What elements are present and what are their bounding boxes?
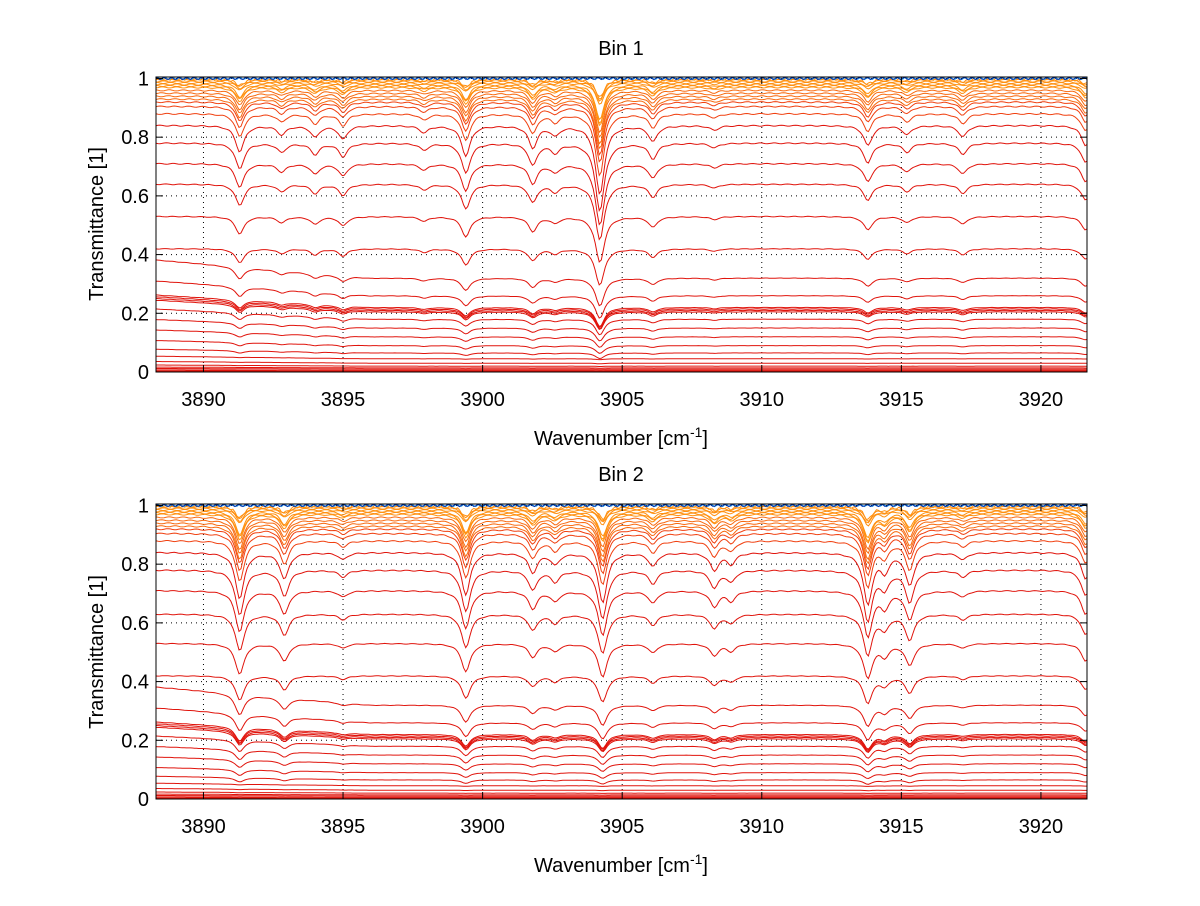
x-tick-label: 3905 <box>600 389 645 411</box>
x-axis-label: Wavenumber [cm-1] <box>534 851 708 877</box>
spectrum-line-24 <box>156 552 1087 605</box>
spectrum-line-19 <box>156 676 1087 704</box>
x-tick-label: 3920 <box>1019 816 1064 838</box>
x-tick-label: 3895 <box>321 816 366 838</box>
spectrum-line-14 <box>156 726 1087 752</box>
spectrum-line-30 <box>156 520 1087 553</box>
spectrum-line-3 <box>156 796 1087 797</box>
y-tick-label: 0 <box>138 789 149 811</box>
y-tick-label: 0.2 <box>121 730 149 752</box>
x-tick-label: 3910 <box>740 389 785 411</box>
spectrum-line-7 <box>156 783 1087 786</box>
y-tick-label: 0.8 <box>121 127 149 149</box>
series-group <box>156 504 1087 798</box>
spectrum-line-3 <box>156 369 1087 370</box>
y-axis-label: Transmittance [1] <box>86 147 108 301</box>
y-tick-label: 0.6 <box>121 186 149 208</box>
subplot-bin-1: Bin 1 Wavenumber [cm-1] Transmittance [1… <box>86 38 1087 450</box>
x-tick-label: 3910 <box>740 816 785 838</box>
x-tick-label: 3920 <box>1019 389 1064 411</box>
spectrum-line-7 <box>156 356 1087 359</box>
x-tick-label: 3900 <box>460 816 505 838</box>
y-axis-label: Transmittance [1] <box>86 575 108 729</box>
spectrum-line-21 <box>156 614 1087 656</box>
spectrum-line-4 <box>156 367 1087 368</box>
y-tick-label: 0 <box>138 362 149 384</box>
spectrum-line-6 <box>156 362 1087 364</box>
spectrum-line-5 <box>156 792 1087 793</box>
spectrum-line-22 <box>156 591 1087 638</box>
x-tick-label: 3905 <box>600 816 645 838</box>
y-tick-label: 1 <box>138 68 149 90</box>
spectrum-line-20 <box>156 643 1087 678</box>
x-tick-label: 3895 <box>321 389 366 411</box>
plot-title: Bin 2 <box>598 464 644 486</box>
spectrum-line-18 <box>156 260 1087 306</box>
spectrum-line-6 <box>156 789 1087 791</box>
y-tick-label: 0.2 <box>121 303 149 325</box>
spectrum-line-8 <box>156 349 1087 358</box>
spectrum-line-4 <box>156 794 1087 795</box>
spectrum-line-10 <box>156 757 1087 772</box>
spectrum-line-22 <box>156 163 1087 224</box>
x-tick-label: 3915 <box>879 389 924 411</box>
x-tick-label: 3900 <box>460 389 505 411</box>
series-group <box>156 77 1087 371</box>
spectrum-line-18 <box>156 687 1087 726</box>
axes-box <box>156 504 1087 799</box>
spectrum-line-10 <box>156 330 1087 347</box>
axes-box <box>156 77 1087 372</box>
subplot-bin-2: Bin 2 Wavenumber [cm-1] Transmittance [1… <box>86 464 1087 877</box>
spectrum-line-5 <box>156 365 1087 367</box>
x-tick-label: 3890 <box>181 816 226 838</box>
spectrum-line-8 <box>156 776 1087 784</box>
x-tick-label: 3915 <box>879 816 924 838</box>
y-tick-label: 0.4 <box>121 245 149 267</box>
y-tick-label: 0.6 <box>121 613 149 635</box>
spectrum-line-24 <box>156 125 1087 194</box>
x-tick-label: 3890 <box>181 389 226 411</box>
y-tick-label: 0.8 <box>121 554 149 576</box>
spectrum-line-2 <box>156 370 1087 371</box>
spectrum-line-9 <box>156 768 1087 779</box>
spectrum-line-28 <box>156 99 1087 149</box>
plot-title: Bin 1 <box>598 38 644 60</box>
spectrum-line-21 <box>156 184 1087 240</box>
spectrum-line-16 <box>156 722 1087 749</box>
y-tick-label: 0.4 <box>121 672 149 694</box>
x-axis-label: Wavenumber [cm-1] <box>534 424 708 450</box>
spectrum-line-23 <box>156 143 1087 211</box>
y-tick-label: 1 <box>138 495 149 517</box>
